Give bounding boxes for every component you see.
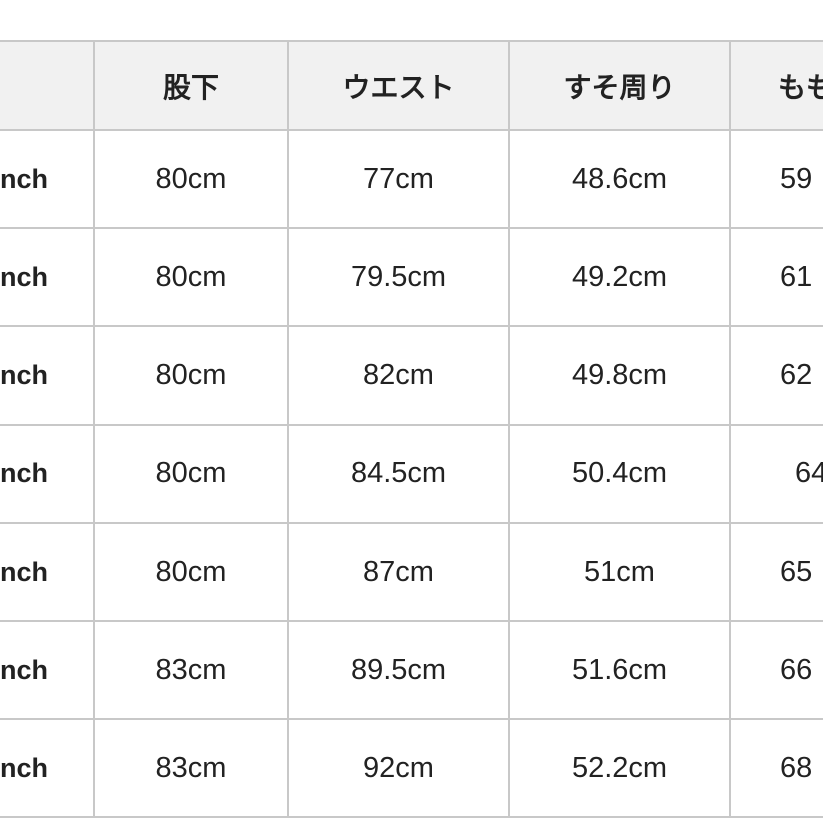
- table-cell-1: 80cm: [93, 425, 287, 523]
- table-bottom-border: [0, 816, 823, 818]
- table-cell-0: nch: [0, 720, 93, 817]
- header-cell-4: もも: [729, 42, 823, 129]
- table-cell-0: nch: [0, 622, 93, 719]
- table-cell-4: 62: [729, 327, 823, 424]
- table-cell-1: 80cm: [93, 229, 287, 326]
- table-cell-0: nch: [0, 327, 93, 424]
- table-cell-2: 89.5cm: [287, 622, 508, 719]
- table-cell-2: 87cm: [287, 523, 508, 621]
- table-cell-3: 50.4cm: [508, 425, 729, 523]
- table-row: nch 83cm 89.5cm 51.6cm 66: [0, 620, 823, 719]
- table-cell-2: 92cm: [287, 720, 508, 817]
- table-row: nch 80cm 77cm 48.6cm 59: [0, 129, 823, 228]
- table-cell-4: 66: [729, 622, 823, 719]
- header-cell-1: 股下: [93, 42, 287, 129]
- table-cell-3: 48.6cm: [508, 131, 729, 228]
- table-cell-1: 80cm: [93, 131, 287, 228]
- table-cell-2: 84.5cm: [287, 425, 508, 523]
- table-cell-3: 51cm: [508, 523, 729, 621]
- table-row: nch 80cm 82cm 49.8cm 62: [0, 325, 823, 424]
- table-cell-1: 80cm: [93, 523, 287, 621]
- table-cell-4: 59: [729, 131, 823, 228]
- table-header-row: 股下ウエストすそ周りもも: [0, 40, 823, 129]
- table-row: nch 80cm 87cm 51cm 65: [0, 521, 823, 621]
- table-cell-1: 83cm: [93, 622, 287, 719]
- table-cell-1: 80cm: [93, 327, 287, 424]
- table-cell-1: 83cm: [93, 720, 287, 817]
- table-row: nch 80cm 79.5cm 49.2cm 61: [0, 227, 823, 326]
- table-cell-3: 51.6cm: [508, 622, 729, 719]
- table-row: nch 83cm 92cm 52.2cm 68: [0, 718, 823, 817]
- header-cell-0: [0, 42, 93, 129]
- table-cell-3: 52.2cm: [508, 720, 729, 817]
- table-cell-0: nch: [0, 229, 93, 326]
- table-cell-2: 79.5cm: [287, 229, 508, 326]
- table-cell-4: 68: [729, 720, 823, 817]
- table-cell-2: 82cm: [287, 327, 508, 424]
- table-cell-3: 49.8cm: [508, 327, 729, 424]
- table-cell-4: 64: [729, 425, 823, 523]
- table-cell-3: 49.2cm: [508, 229, 729, 326]
- header-cell-3: すそ周り: [508, 42, 729, 129]
- table-cell-2: 77cm: [287, 131, 508, 228]
- table-cell-4: 61: [729, 229, 823, 326]
- header-cell-2: ウエスト: [287, 42, 508, 129]
- table-cell-0: nch: [0, 426, 93, 523]
- table-cell-0: nch: [0, 131, 93, 228]
- table-cell-0: nch: [0, 524, 93, 621]
- table-cell-4: 65: [729, 523, 823, 621]
